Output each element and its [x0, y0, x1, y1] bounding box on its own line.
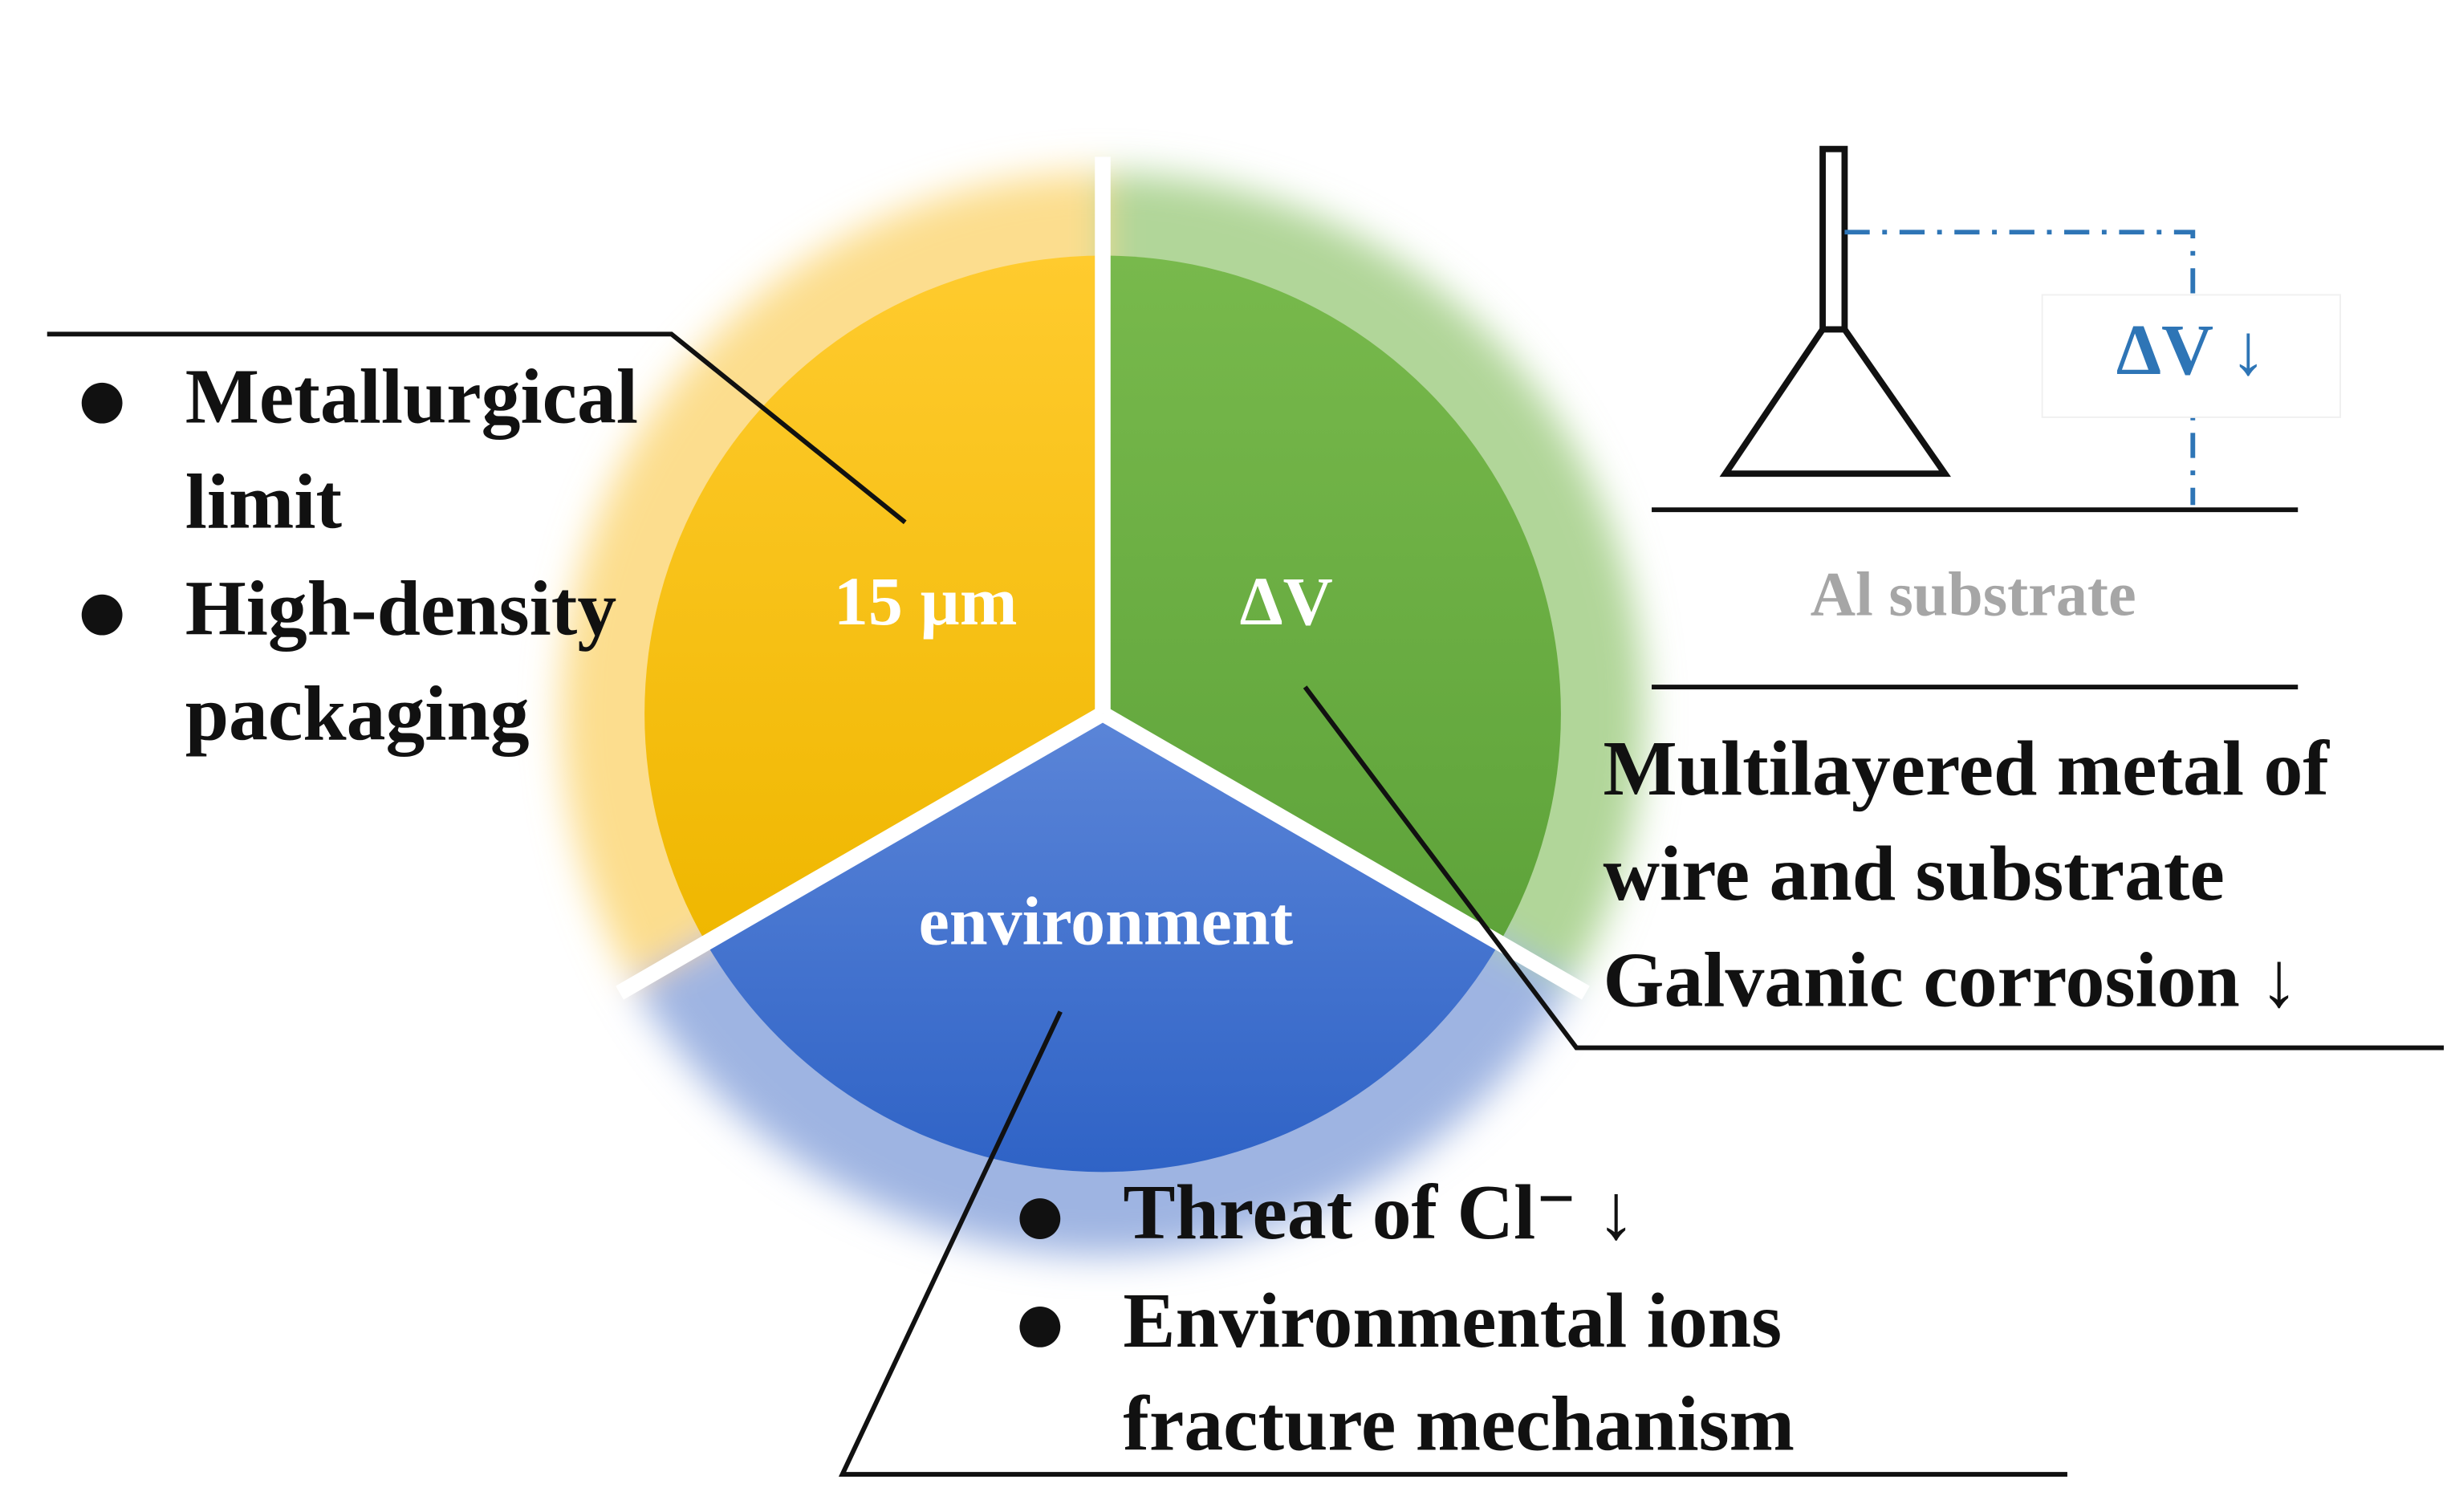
callout-text: fracture mechanism	[1123, 1381, 1795, 1468]
callout-text: Threat of Cl⁻ ↓	[1123, 1169, 1636, 1256]
substrate-label: Al substrate	[1811, 559, 2136, 628]
callout-text: wire and substrate	[1603, 831, 2224, 917]
segment-label: 15 µm	[834, 563, 1018, 640]
label-box	[2041, 294, 2341, 418]
callout-text: High-density	[185, 565, 616, 652]
sector-gaps	[616, 156, 1590, 1000]
callout-text: Metallurgical	[185, 354, 638, 441]
segment-label: ΔV	[1240, 563, 1333, 640]
callout-text: Galvanic corrosion ↓	[1603, 937, 2299, 1024]
delta-label: ΔV ↓	[2116, 311, 2266, 390]
bullet	[1019, 1198, 1061, 1239]
bullet	[81, 382, 123, 424]
leader-lines	[47, 331, 2444, 1477]
callout-text: Multilayered metal of	[1603, 726, 2330, 812]
bullet	[81, 594, 123, 636]
potential-dimension	[1844, 230, 2196, 506]
callout-text: limit	[185, 459, 343, 546]
callout-text: Environmental ions	[1123, 1278, 1782, 1364]
bullet	[1019, 1306, 1061, 1347]
wire-icon	[1719, 145, 1951, 478]
segment-label: environment	[919, 883, 1294, 960]
callout-text: packaging	[185, 670, 530, 757]
